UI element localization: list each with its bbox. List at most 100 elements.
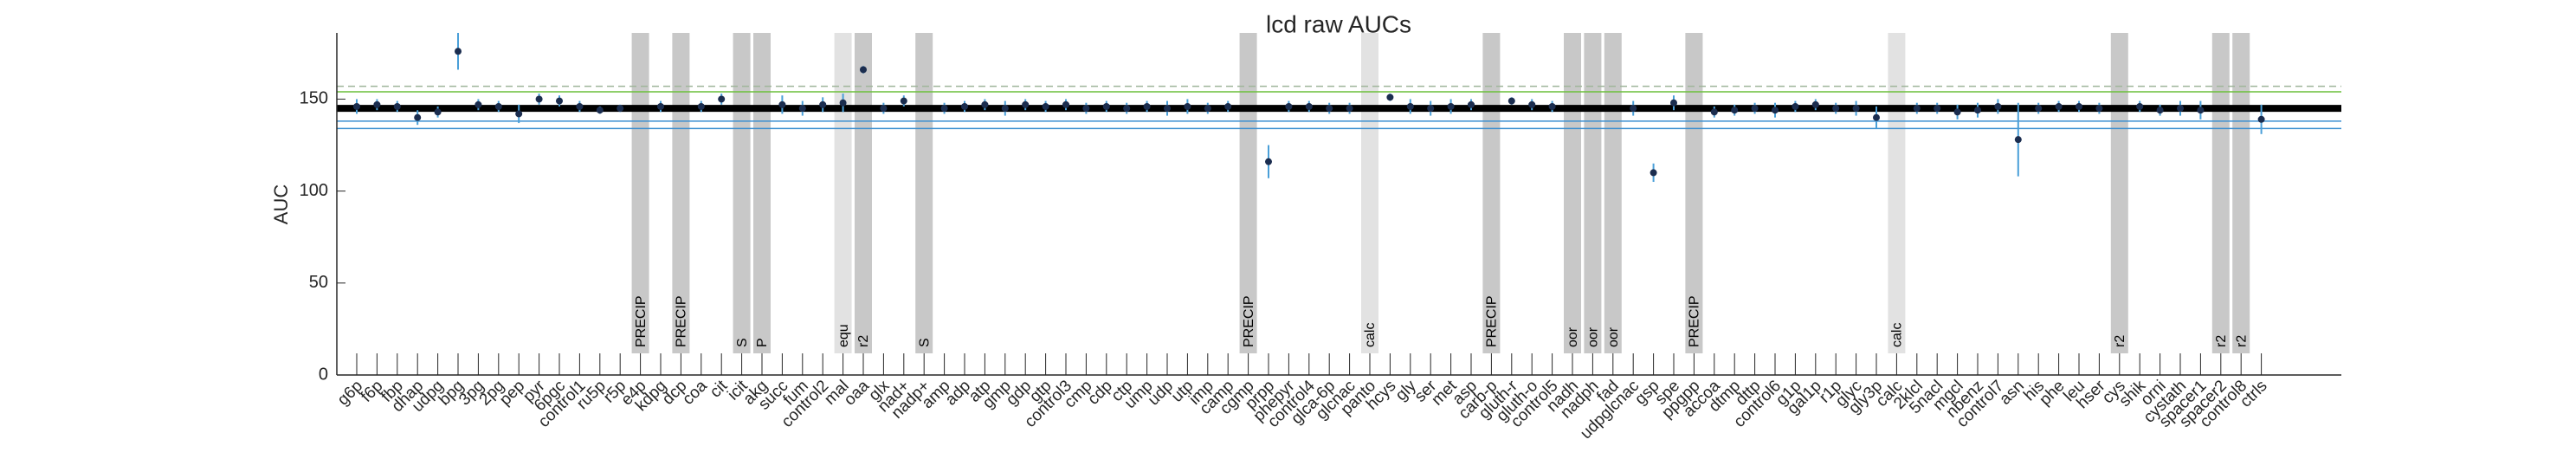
marker xyxy=(1792,102,1799,110)
marker xyxy=(1386,94,1394,101)
marker xyxy=(434,108,442,116)
marker xyxy=(1873,113,1880,121)
marker xyxy=(1650,169,1657,177)
annotation-text: r2 xyxy=(2234,335,2249,347)
marker xyxy=(981,100,989,108)
marker xyxy=(1062,100,1069,108)
annotation-text: calc xyxy=(1363,323,1378,347)
annotation-band xyxy=(1361,33,1378,353)
marker xyxy=(1731,107,1739,114)
marker xyxy=(1022,100,1030,108)
marker xyxy=(1224,102,1232,110)
marker xyxy=(1102,102,1110,110)
annotation-band xyxy=(2232,33,2250,353)
marker xyxy=(1508,97,1515,105)
marker xyxy=(1143,102,1151,110)
marker xyxy=(1772,107,1779,114)
annotation-band xyxy=(1888,33,1906,353)
marker xyxy=(494,102,502,110)
marker xyxy=(2177,105,2184,113)
chart-title: lcd raw AUCs xyxy=(1266,10,1411,37)
marker xyxy=(1994,102,2002,110)
annotation-text: calc xyxy=(1890,323,1905,347)
annotation-text: oor xyxy=(1586,326,1601,347)
marker xyxy=(657,102,664,110)
marker xyxy=(1832,105,1840,113)
y-axis-label: AUC xyxy=(270,184,292,225)
marker xyxy=(1953,108,1961,116)
marker xyxy=(1204,105,1211,113)
marker xyxy=(1751,105,1759,113)
marker xyxy=(556,97,563,105)
marker xyxy=(860,66,867,74)
marker xyxy=(515,110,523,118)
marker xyxy=(2156,107,2164,114)
annotation-band xyxy=(834,33,852,353)
annotation-band xyxy=(1239,33,1257,353)
marker xyxy=(596,107,604,114)
marker xyxy=(1123,105,1131,113)
annotation-text: P xyxy=(755,338,770,347)
annotation-band xyxy=(672,33,690,353)
marker xyxy=(880,105,888,113)
marker xyxy=(1670,99,1677,107)
marker xyxy=(1164,105,1171,113)
marker xyxy=(1468,100,1475,108)
marker xyxy=(535,95,543,103)
annotation-text: r2 xyxy=(2113,335,2127,347)
marker xyxy=(900,97,907,105)
marker xyxy=(798,105,806,113)
marker xyxy=(1811,100,1819,108)
marker xyxy=(576,102,584,110)
marker xyxy=(1447,102,1455,110)
marker xyxy=(839,99,847,107)
marker xyxy=(2035,105,2043,113)
annotation-band xyxy=(733,33,751,353)
marker xyxy=(940,105,948,113)
marker xyxy=(961,102,968,110)
marker xyxy=(1042,102,1049,110)
marker xyxy=(2257,115,2265,123)
marker xyxy=(1528,100,1536,108)
annotation-text: PRECIP xyxy=(1242,295,1256,347)
marker xyxy=(778,100,786,108)
x-tick-label: coa xyxy=(679,377,711,409)
annotation-band xyxy=(1564,33,1581,353)
annotation-band xyxy=(753,33,771,353)
marker xyxy=(353,102,360,110)
marker xyxy=(1326,105,1333,113)
marker xyxy=(1710,108,1718,116)
marker xyxy=(2197,107,2205,114)
marker xyxy=(1406,102,1414,110)
annotation-band xyxy=(1584,33,1602,353)
marker xyxy=(2136,102,2144,110)
marker xyxy=(718,95,726,103)
annotation-text: oor xyxy=(1606,326,1621,347)
marker xyxy=(475,100,482,108)
marker xyxy=(2055,102,2063,110)
marker xyxy=(1305,102,1313,110)
marker xyxy=(1082,105,1090,113)
annotation-band xyxy=(631,33,649,353)
marker xyxy=(2014,136,2022,144)
marker xyxy=(1265,158,1272,165)
marker xyxy=(1285,102,1293,110)
marker xyxy=(819,100,827,108)
y-tick-label: 0 xyxy=(319,365,328,384)
annotation-text: PRECIP xyxy=(634,295,649,347)
annotation-band xyxy=(1685,33,1703,353)
annotation-text: PRECIP xyxy=(1688,295,1702,347)
y-tick-label: 150 xyxy=(300,89,328,108)
marker xyxy=(393,102,401,110)
annotation-text: S xyxy=(735,338,750,347)
annotation-text: equ xyxy=(836,324,851,347)
marker xyxy=(697,102,705,110)
annotation-text: PRECIP xyxy=(1485,295,1500,347)
annotation-text: r2 xyxy=(2214,335,2229,347)
marker xyxy=(2095,105,2103,113)
annotation-band xyxy=(855,33,872,353)
marker xyxy=(1934,105,1941,113)
marker xyxy=(2076,102,2082,110)
annotation-text: oor xyxy=(1566,326,1580,347)
